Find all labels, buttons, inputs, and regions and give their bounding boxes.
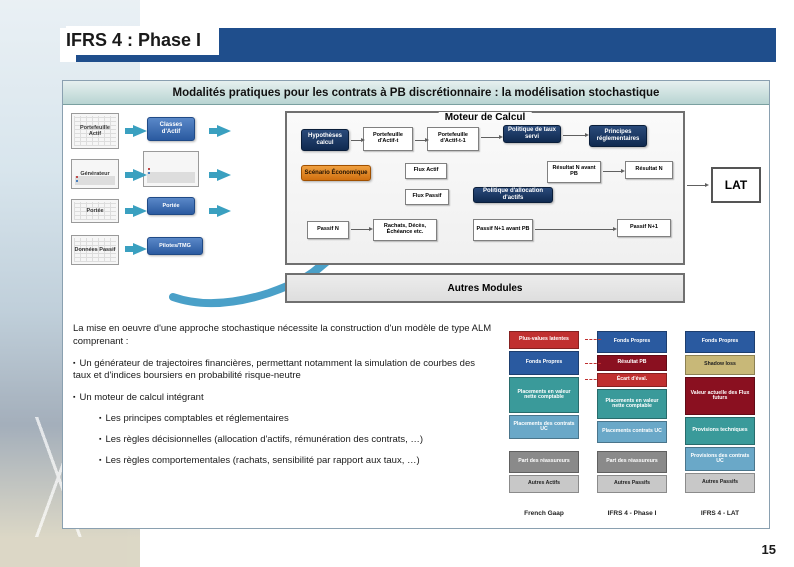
stack-bar: Part des réassureurs — [509, 451, 579, 473]
stack-bar: Valeur actuelle des Flux futurs — [685, 377, 755, 415]
calc-engine-diagram: Portefeuille Actif Générateur Portée Don… — [63, 105, 769, 313]
stack-bar: Autres Actifs — [509, 475, 579, 493]
stack-bar: Fonds Propres — [597, 331, 667, 353]
stack-col-ifrs4-lat: IFRS 4 - LAT Fonds PropresShadow lossVal… — [679, 321, 761, 515]
bullet-1: Un générateur de trajectoires financière… — [73, 358, 493, 384]
arrow-icon — [217, 125, 231, 137]
box-resultat-n: Résultat N — [625, 161, 673, 179]
box-pol-alloc: Politique d'allocation d'actifs — [473, 187, 553, 203]
engine-title: Moteur de Calcul — [439, 112, 532, 123]
balance-sheet-stacks: French Gaap Plus-values latentesFonds Pr… — [503, 321, 761, 515]
stack-bar: Fonds Propres — [685, 331, 755, 353]
box-passif-avant-pb: Passif N+1 avant PB — [473, 219, 533, 241]
pill-pilotes: Pilotes/TMG — [147, 237, 203, 255]
intro-text: La mise en oeuvre d'une approche stochas… — [73, 323, 493, 349]
body-text: La mise en oeuvre d'une approche stochas… — [73, 323, 493, 476]
stack-bar: Shadow loss — [685, 355, 755, 375]
arrow-icon — [133, 125, 147, 137]
box-pol-taux: Politique de taux servi — [503, 125, 561, 143]
arrow-icon — [217, 169, 231, 181]
stack-col-ifrs4-phase1: IFRS 4 - Phase I Fonds PropresRésultat P… — [591, 321, 673, 515]
box-rachats: Rachats, Décès, Échéance etc. — [373, 219, 437, 241]
box-principes: Principes réglementaires — [589, 125, 647, 147]
stack-bar: Placements des contrats UC — [509, 415, 579, 439]
box-passif-n: Passif N — [307, 221, 349, 239]
stack-bar: Autres Passifs — [597, 475, 667, 493]
stack-bar: Placements en valeur nette comptable — [509, 377, 579, 413]
connector — [415, 140, 425, 141]
connector — [603, 171, 621, 172]
dashed-link — [585, 363, 601, 364]
engine-box: Moteur de Calcul Hypothèses calcul Porte… — [285, 111, 685, 265]
stack-bar: Placements contrats UC — [597, 421, 667, 443]
box-flux-actif: Flux Actif — [405, 163, 447, 179]
stack-bar: Résultat PB — [597, 355, 667, 371]
box-ptf-actif-t1: Portefeuille d'Actif-t-1 — [427, 127, 479, 151]
subtitle: Modalités pratiques pour les contrats à … — [63, 81, 769, 105]
stack-bar: Autres Passifs — [685, 473, 755, 493]
page-number: 15 — [762, 542, 776, 557]
stack-bar: Provisions des contrats UC — [685, 447, 755, 471]
connector — [563, 135, 585, 136]
title-bar: IFRS 4 : Phase I — [60, 28, 776, 62]
stack-bar: Fonds Propres — [509, 351, 579, 375]
lat-box: LAT — [711, 167, 761, 203]
chart-generateur: Générateur — [71, 159, 119, 189]
connector — [481, 137, 499, 138]
box-flux-passif: Flux Passif — [405, 189, 449, 205]
sub-bullet-1: Les principes comptables et réglementair… — [73, 413, 493, 426]
box-hypo: Hypothèses calcul — [301, 129, 349, 151]
arrow-icon — [217, 205, 231, 217]
sheet-portefeuille-actif: Portefeuille Actif — [71, 113, 119, 149]
connector — [351, 140, 361, 141]
connector-to-lat — [687, 185, 705, 186]
connector — [351, 229, 369, 230]
stack-bar: Provisions techniques — [685, 417, 755, 445]
box-resultat-pb: Résultat N avant PB — [547, 161, 601, 183]
bullet-2: Un moteur de calcul intégrant — [73, 392, 493, 405]
box-passif-n1: Passif N+1 — [617, 219, 671, 237]
stack-bar: Écart d'éval. — [597, 373, 667, 387]
dashed-link — [585, 339, 601, 340]
box-scenario: Scénario Économique — [301, 165, 371, 181]
arrow-icon — [133, 243, 147, 255]
sub-bullet-3: Les règles comportementales (rachats, se… — [73, 455, 493, 468]
box-ptf-actif: Portefeuille d'Actif-t — [363, 127, 413, 151]
stack-col-french-gaap: French Gaap Plus-values latentesFonds Pr… — [503, 321, 585, 515]
sheet-donnees-passif: Données Passif — [71, 235, 119, 265]
dashed-link — [585, 379, 601, 380]
arrow-icon — [133, 169, 147, 181]
sub-bullet-2: Les règles décisionnelles (allocation d'… — [73, 434, 493, 447]
stack-bar: Placements en valeur nette comptable — [597, 389, 667, 419]
arrow-icon — [133, 205, 147, 217]
pill-classes-actif: Classes d'Actif — [147, 117, 195, 141]
sheet-portee: Portée — [71, 199, 119, 223]
connector — [535, 229, 613, 230]
pill-portee: Portée — [147, 197, 195, 215]
slide-title: IFRS 4 : Phase I — [66, 26, 219, 55]
stack-bar: Part des réassureurs — [597, 451, 667, 473]
stack-bar: Plus-values latentes — [509, 331, 579, 349]
autres-modules: Autres Modules — [285, 273, 685, 303]
chart-mid — [143, 151, 199, 187]
content-panel: Modalités pratiques pour les contrats à … — [62, 80, 770, 529]
